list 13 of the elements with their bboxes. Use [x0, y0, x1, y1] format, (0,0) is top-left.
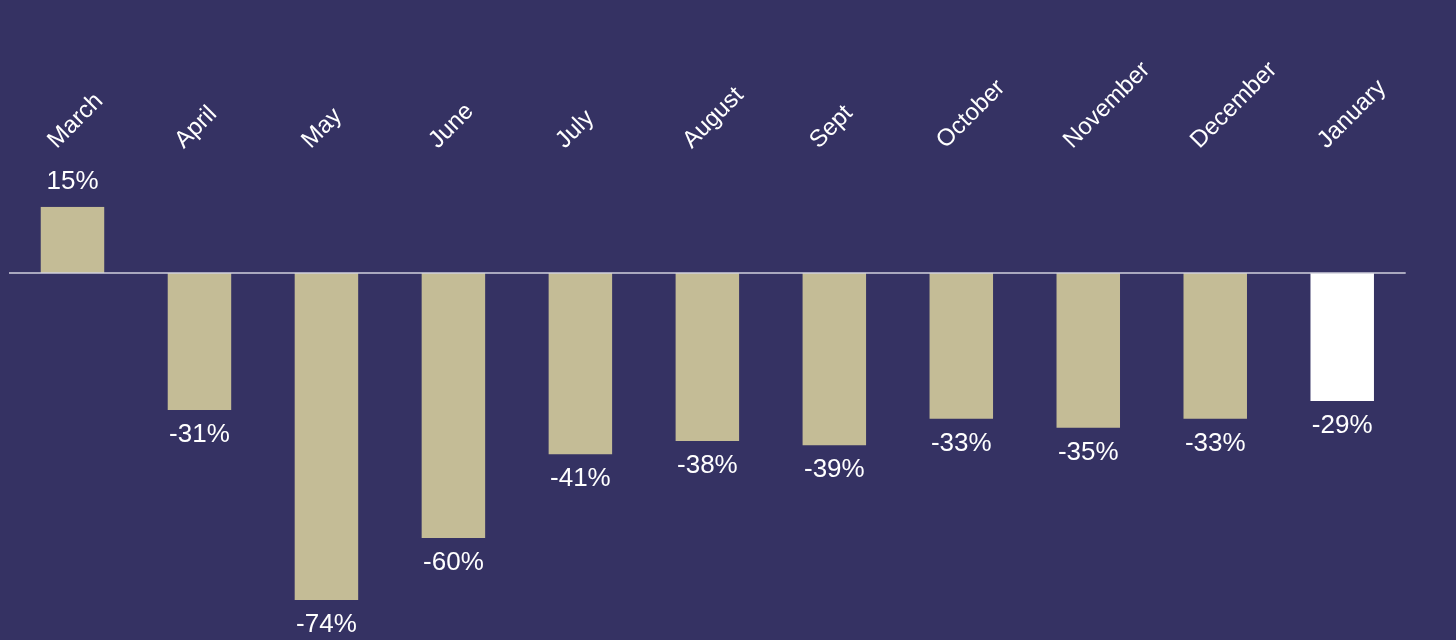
data-label: -39% [803, 453, 865, 484]
data-label: -31% [169, 418, 230, 449]
data-label: -33% [930, 426, 992, 457]
data-label: -29% [1311, 409, 1373, 440]
data-label: -60% [423, 546, 484, 577]
data-label: -35% [1057, 435, 1119, 466]
data-label: -41% [550, 462, 611, 493]
data-label: -33% [1184, 426, 1246, 457]
x-tick-label: July [549, 103, 599, 153]
data-label: 15% [46, 164, 99, 195]
data-label: -38% [677, 449, 738, 480]
data-label: -74% [296, 608, 357, 639]
x-tick-label: May [295, 101, 347, 153]
